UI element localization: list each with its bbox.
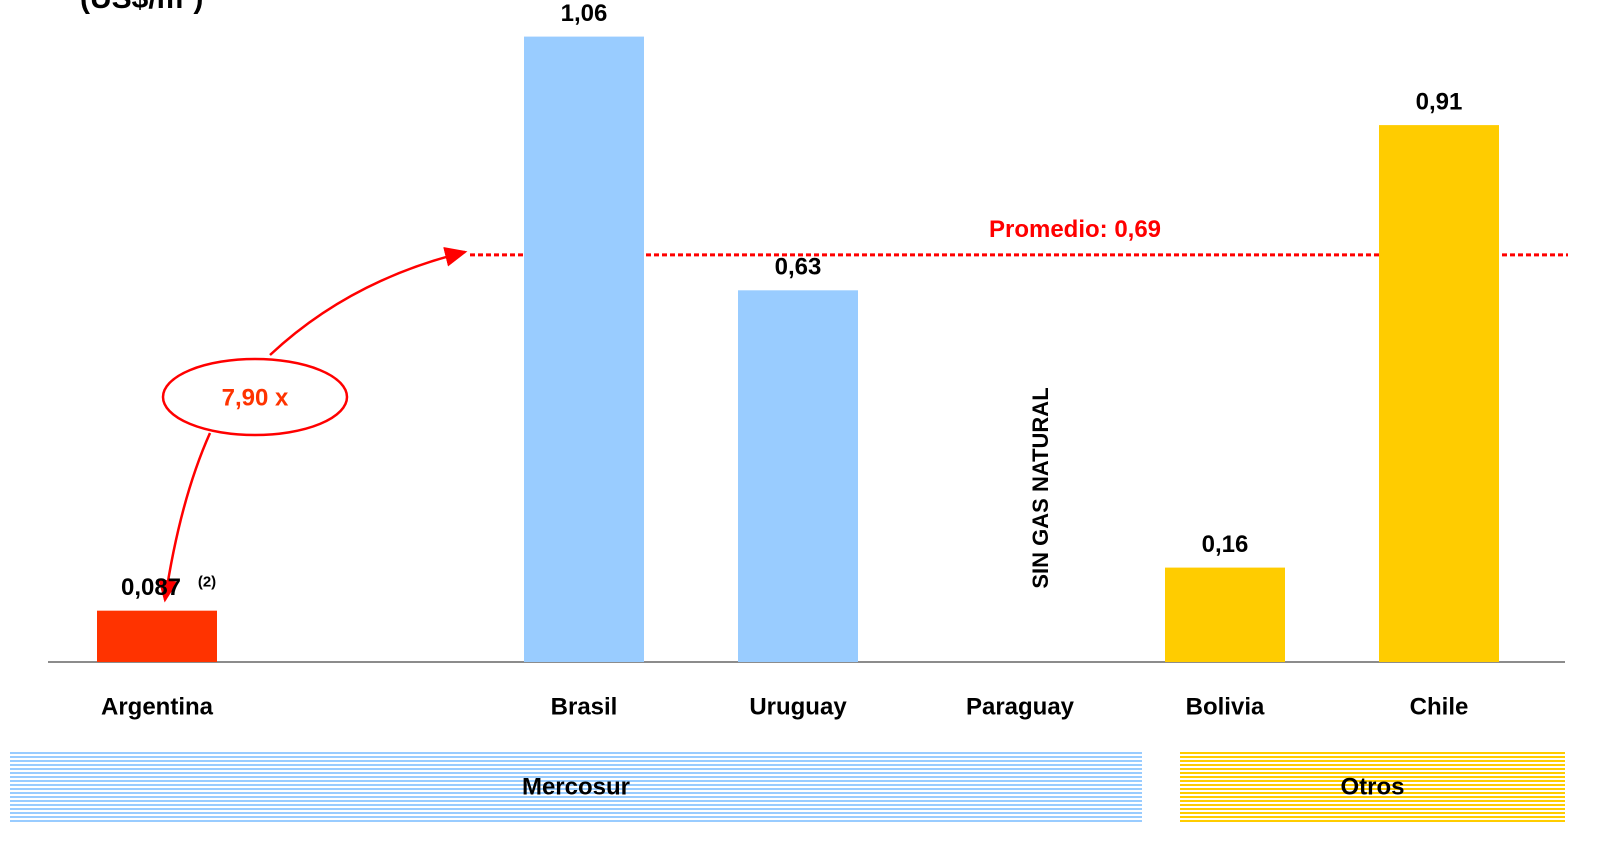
group-band xyxy=(1180,752,1565,822)
value-label: 0,63 xyxy=(775,254,822,281)
x-tick-label: Chile xyxy=(1410,693,1469,720)
bar xyxy=(1165,567,1285,662)
ratio-arrow xyxy=(158,432,212,603)
bar xyxy=(1379,125,1499,663)
x-tick-label: Argentina xyxy=(101,693,214,720)
bar xyxy=(524,36,644,663)
label-note: (2) xyxy=(198,574,216,591)
ratio-ellipse xyxy=(161,357,349,437)
average-label: Promedio: 0,69 xyxy=(989,216,1161,243)
value-label: 0,087 xyxy=(121,574,181,601)
value-label: 0,16 xyxy=(1202,531,1249,558)
group-label: Otros xyxy=(1340,773,1404,800)
group-band xyxy=(10,752,1142,822)
x-tick-label: Bolivia xyxy=(1186,693,1265,720)
bar xyxy=(738,290,858,662)
chart-title: (US$/m³) xyxy=(80,0,203,15)
x-tick-label: Paraguay xyxy=(966,693,1075,720)
value-label: 0,91 xyxy=(1416,88,1463,115)
bar xyxy=(97,610,217,662)
group-label: Mercosur xyxy=(522,773,630,800)
ratio-arrow xyxy=(269,247,468,356)
value-label: 1,06 xyxy=(561,0,608,27)
x-tick-label: Brasil xyxy=(551,693,618,720)
ratio-label: 7,90 x xyxy=(222,384,289,411)
x-tick-label: Uruguay xyxy=(749,693,847,720)
no-data-label: SIN GAS NATURAL xyxy=(1028,387,1053,588)
